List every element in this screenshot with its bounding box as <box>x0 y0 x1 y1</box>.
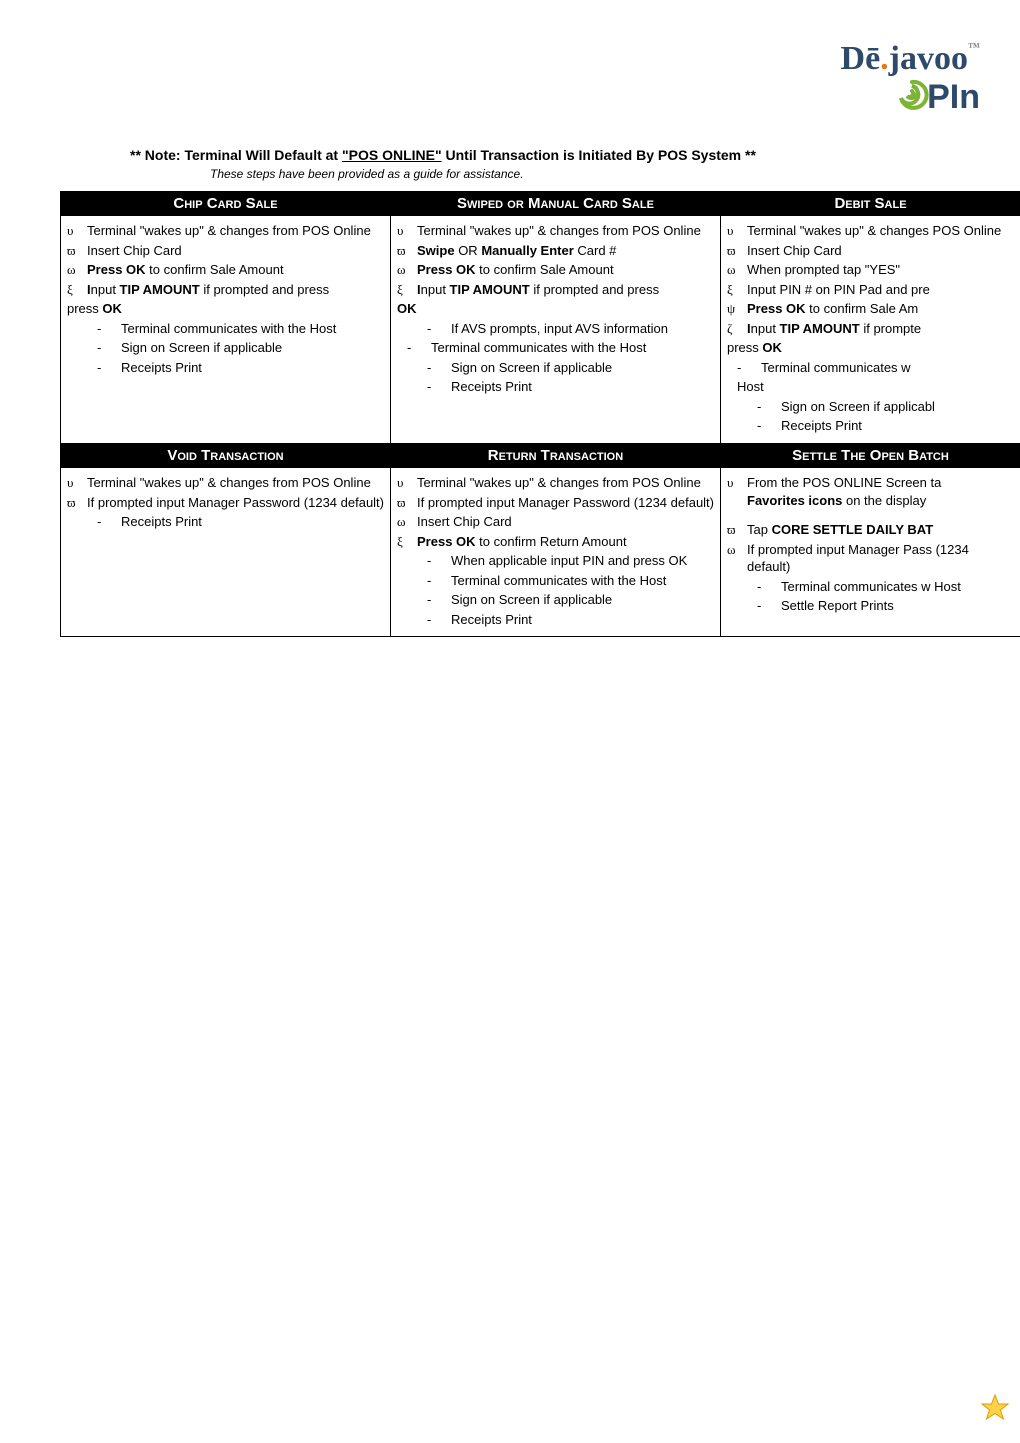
star-icon <box>980 1393 1010 1423</box>
cell-swipe: υTerminal "wakes up" & changes from POS … <box>391 216 721 444</box>
cell-chip: υTerminal "wakes up" & changes from POS … <box>61 216 391 444</box>
header-swipe: Swiped or Manual Card Sale <box>391 192 721 216</box>
cell-void: υTerminal "wakes up" & changes from POS … <box>61 468 391 637</box>
header-settle: Settle The Open Batch <box>721 444 1020 468</box>
logo-spin: PIn <box>895 78 980 116</box>
header-void: Void Transaction <box>61 444 391 468</box>
cell-return: υTerminal "wakes up" & changes from POS … <box>391 468 721 637</box>
header-chip: Chip Card Sale <box>61 192 391 216</box>
cell-settle: υFrom the POS ONLINE Screen taFavorites … <box>721 468 1020 637</box>
header-return: Return Transaction <box>391 444 721 468</box>
note-line: ** Note: Terminal Will Default at "POS O… <box>130 147 930 163</box>
header-debit: Debit Sale <box>721 192 1020 216</box>
subnote: These steps have been provided as a guid… <box>210 167 980 181</box>
cell-debit: υTerminal "wakes up" & changes POS Onlin… <box>721 216 1020 444</box>
logo-area: Dē.javoo™ PIn <box>40 40 980 117</box>
guide-table: Chip Card Sale Swiped or Manual Card Sal… <box>60 191 1020 637</box>
logo-dejavoo: Dē.javoo™ <box>841 40 980 77</box>
spiral-icon <box>895 78 929 112</box>
